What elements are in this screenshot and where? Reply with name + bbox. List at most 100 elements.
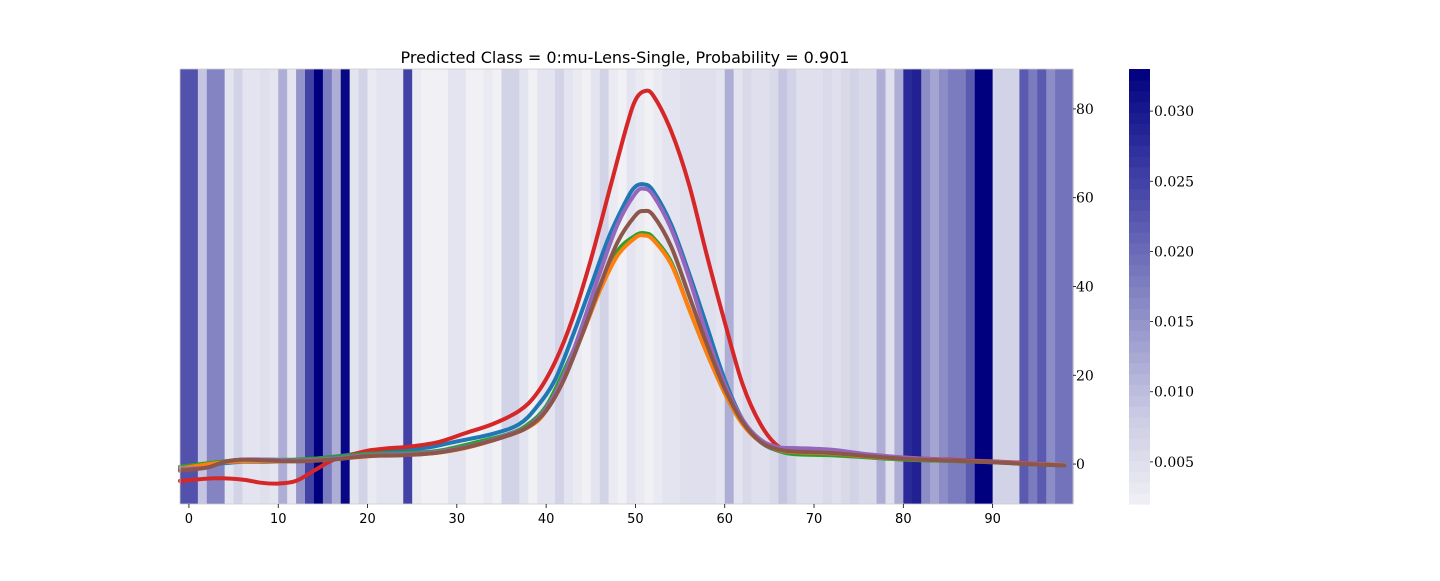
heatmap-cell <box>528 69 538 504</box>
heatmap-cell <box>626 69 637 504</box>
heatmap-cell <box>340 69 351 504</box>
colorbar-band <box>1129 308 1150 320</box>
heatmap-cell <box>858 69 869 504</box>
x-tick-label: 10 <box>270 512 287 527</box>
colorbar-band <box>1129 286 1150 298</box>
colorbar-band <box>1129 417 1150 429</box>
heatmap-cell <box>215 69 226 504</box>
heatmap-cell <box>438 69 449 504</box>
colorbar-tick-label: 0.020 <box>1154 244 1194 260</box>
colorbar-band <box>1129 253 1150 266</box>
heatmap-cell <box>831 69 842 504</box>
heatmap-cell <box>474 69 485 504</box>
x-tick-label: 0 <box>185 512 193 527</box>
heatmap-cell <box>519 69 529 504</box>
series-layer <box>178 88 1067 486</box>
heatmap-cell <box>278 69 288 504</box>
y-tick-label: 20 <box>1076 368 1094 384</box>
heatmap-cell <box>947 69 958 504</box>
heatmap-cell <box>751 69 762 504</box>
heatmap-cell <box>367 69 378 504</box>
colorbar-band <box>1129 79 1150 92</box>
heatmap-cell <box>814 69 824 504</box>
y-tick-label: 60 <box>1076 191 1094 207</box>
heatmap-cell <box>555 69 565 504</box>
heatmap-cell <box>760 69 770 504</box>
heatmap-cell <box>921 69 931 504</box>
heatmap-cell <box>608 69 619 504</box>
heatmap-cell <box>644 69 654 504</box>
colorbar-band <box>1129 156 1150 168</box>
heatmap-cell <box>876 69 887 504</box>
heatmap-cell <box>840 69 851 504</box>
heatmap-cell <box>501 69 512 504</box>
colorbar-band <box>1129 221 1150 233</box>
heatmap-cell <box>974 69 985 504</box>
colorbar-band <box>1129 384 1150 396</box>
heatmap-cell <box>769 69 779 504</box>
heatmap-cell <box>403 69 413 504</box>
heatmap-cell <box>412 69 422 504</box>
colorbar-band <box>1129 232 1150 244</box>
heatmap-cell <box>697 69 708 504</box>
colorbar-band <box>1129 177 1150 190</box>
heatmap-cell <box>260 69 270 504</box>
heatmap-cell <box>956 69 967 504</box>
colorbar-band <box>1129 101 1150 114</box>
heatmap-cell <box>296 69 306 504</box>
heatmap-cell <box>1001 69 1012 504</box>
heatmap-cell <box>671 69 681 504</box>
x-tick-label: 70 <box>806 512 823 527</box>
heatmap-cell <box>787 69 797 504</box>
heatmap-cell <box>483 69 494 504</box>
colorbar-band <box>1129 90 1150 103</box>
heatmap-cell <box>1037 69 1047 504</box>
colorbar-band <box>1129 243 1150 255</box>
colorbar-tick-label: 0.005 <box>1154 455 1194 471</box>
heatmap-cell <box>706 69 717 504</box>
heatmap-cell <box>983 69 994 504</box>
heatmap-cell <box>778 69 788 504</box>
colorbar-band <box>1129 471 1150 483</box>
x-tick-label: 80 <box>895 512 912 527</box>
heatmap-cell <box>822 69 833 504</box>
colorbar-band <box>1129 427 1150 440</box>
x-tick-label: 90 <box>984 512 1001 527</box>
heatmap-cell <box>653 69 663 504</box>
heatmap-cell <box>287 69 297 504</box>
heatmap-cell <box>894 69 904 504</box>
colorbar-band <box>1129 275 1150 288</box>
heatmap-layer <box>180 69 1074 504</box>
colorbar-band <box>1129 493 1150 505</box>
colorbar-tick-label: 0.030 <box>1154 104 1194 120</box>
x-tick-label: 60 <box>716 512 733 527</box>
heatmap-cell <box>724 69 735 504</box>
colorbar-band <box>1129 351 1150 364</box>
heatmap-cell <box>537 69 547 504</box>
colorbar-band <box>1129 319 1150 331</box>
heatmap-cell <box>394 69 404 504</box>
heatmap-cell <box>563 69 574 504</box>
heatmap-cell <box>224 69 235 504</box>
heatmap-cell <box>939 69 949 504</box>
heatmap-cell <box>912 69 922 504</box>
colorbar-band <box>1129 112 1150 124</box>
x-axis: 0 10 20 30 40 50 60 70 80 90 <box>185 504 1001 527</box>
heatmap-cell <box>849 69 860 504</box>
series-line-6 <box>178 208 1067 473</box>
colorbar-band <box>1129 188 1150 201</box>
heatmap-cell <box>376 69 386 504</box>
colorbar-tick-label: 0.025 <box>1154 174 1194 190</box>
heatmap-cell <box>1019 69 1029 504</box>
heatmap-cell <box>421 69 431 504</box>
heatmap-cell <box>742 69 753 504</box>
heatmap-cell <box>358 69 369 504</box>
colorbar-band <box>1129 264 1150 277</box>
heatmap-cell <box>305 69 315 504</box>
heatmap-cell <box>581 69 592 504</box>
heatmap-cell <box>465 69 476 504</box>
heatmap-cell <box>313 69 324 504</box>
heatmap-cell <box>599 69 610 504</box>
heatmap-cell <box>965 69 976 504</box>
colorbar-band <box>1129 395 1150 407</box>
